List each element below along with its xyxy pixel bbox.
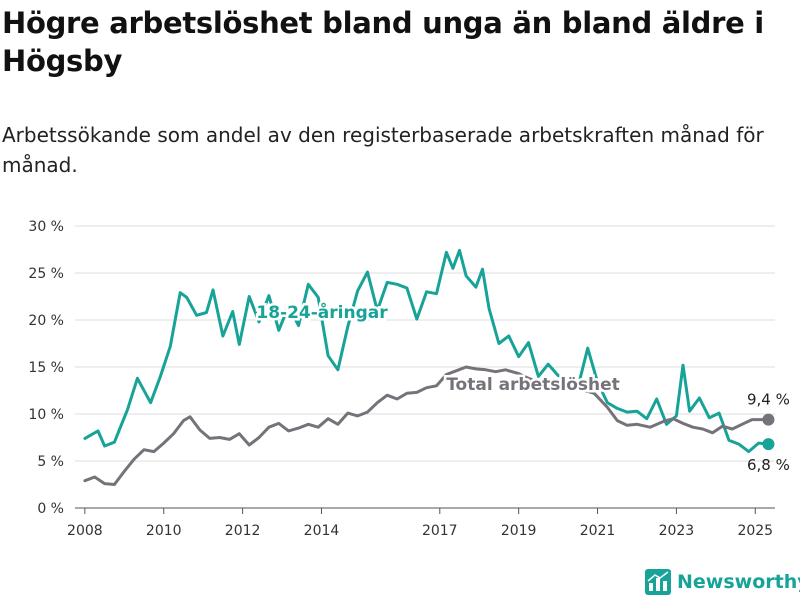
x-axis-ticks: 2008 2010 2012 2014 2017 2019 2021 2023 2025 [67, 508, 773, 539]
series-label-young: 18-24-åringar [256, 301, 388, 323]
line-chart: 0 %5 %10 %15 %20 %25 %30 % 2008 2010 2012 2… [28, 219, 790, 539]
series-labels: 18-24-åringar Total arbetslöshet 9,4 % 6,8 … [254, 299, 790, 475]
endpoint-total [762, 413, 775, 426]
newsworthy-logo-icon [645, 569, 671, 595]
x-tick-label: 2014 [304, 523, 340, 539]
gridlines [75, 225, 775, 509]
chart-subtitle: Arbetssökande som andel av den registerb… [2, 123, 764, 177]
brand-name: Newsworthy [677, 571, 800, 593]
endpoint-young [762, 438, 775, 451]
x-tick-label: 2025 [737, 523, 773, 539]
y-tick-label: 20 % [28, 313, 64, 329]
newsworthy-logo: Newsworthy [645, 568, 800, 596]
chart-title: Högre arbetslöshet bland unga än bland ä… [2, 6, 764, 78]
y-tick-label: 25 % [28, 266, 64, 282]
x-tick-label: 2019 [501, 523, 537, 539]
y-tick-label: 15 % [28, 360, 64, 376]
x-tick-label: 2021 [580, 523, 616, 539]
x-tick-label: 2017 [422, 523, 458, 539]
y-axis-ticks: 0 % 5 % 10 % 15 % 20 % 25 % 30 % [28, 219, 64, 517]
series-lines [83, 248, 775, 486]
end-value-total: 9,4 % [747, 391, 790, 409]
series-label-total: Total arbetslöshet [446, 375, 620, 395]
series-line-young [83, 248, 770, 454]
y-tick-label: 5 % [37, 454, 64, 470]
y-tick-label: 10 % [28, 407, 64, 423]
y-tick-label: 0 % [37, 501, 64, 517]
x-tick-label: 2008 [67, 523, 103, 539]
x-tick-label: 2023 [659, 523, 695, 539]
y-tick-label: 30 % [28, 219, 64, 235]
end-value-young: 6,8 % [747, 456, 790, 474]
x-tick-label: 2012 [225, 523, 261, 539]
x-tick-label: 2010 [146, 523, 182, 539]
series-line-total [83, 365, 770, 486]
